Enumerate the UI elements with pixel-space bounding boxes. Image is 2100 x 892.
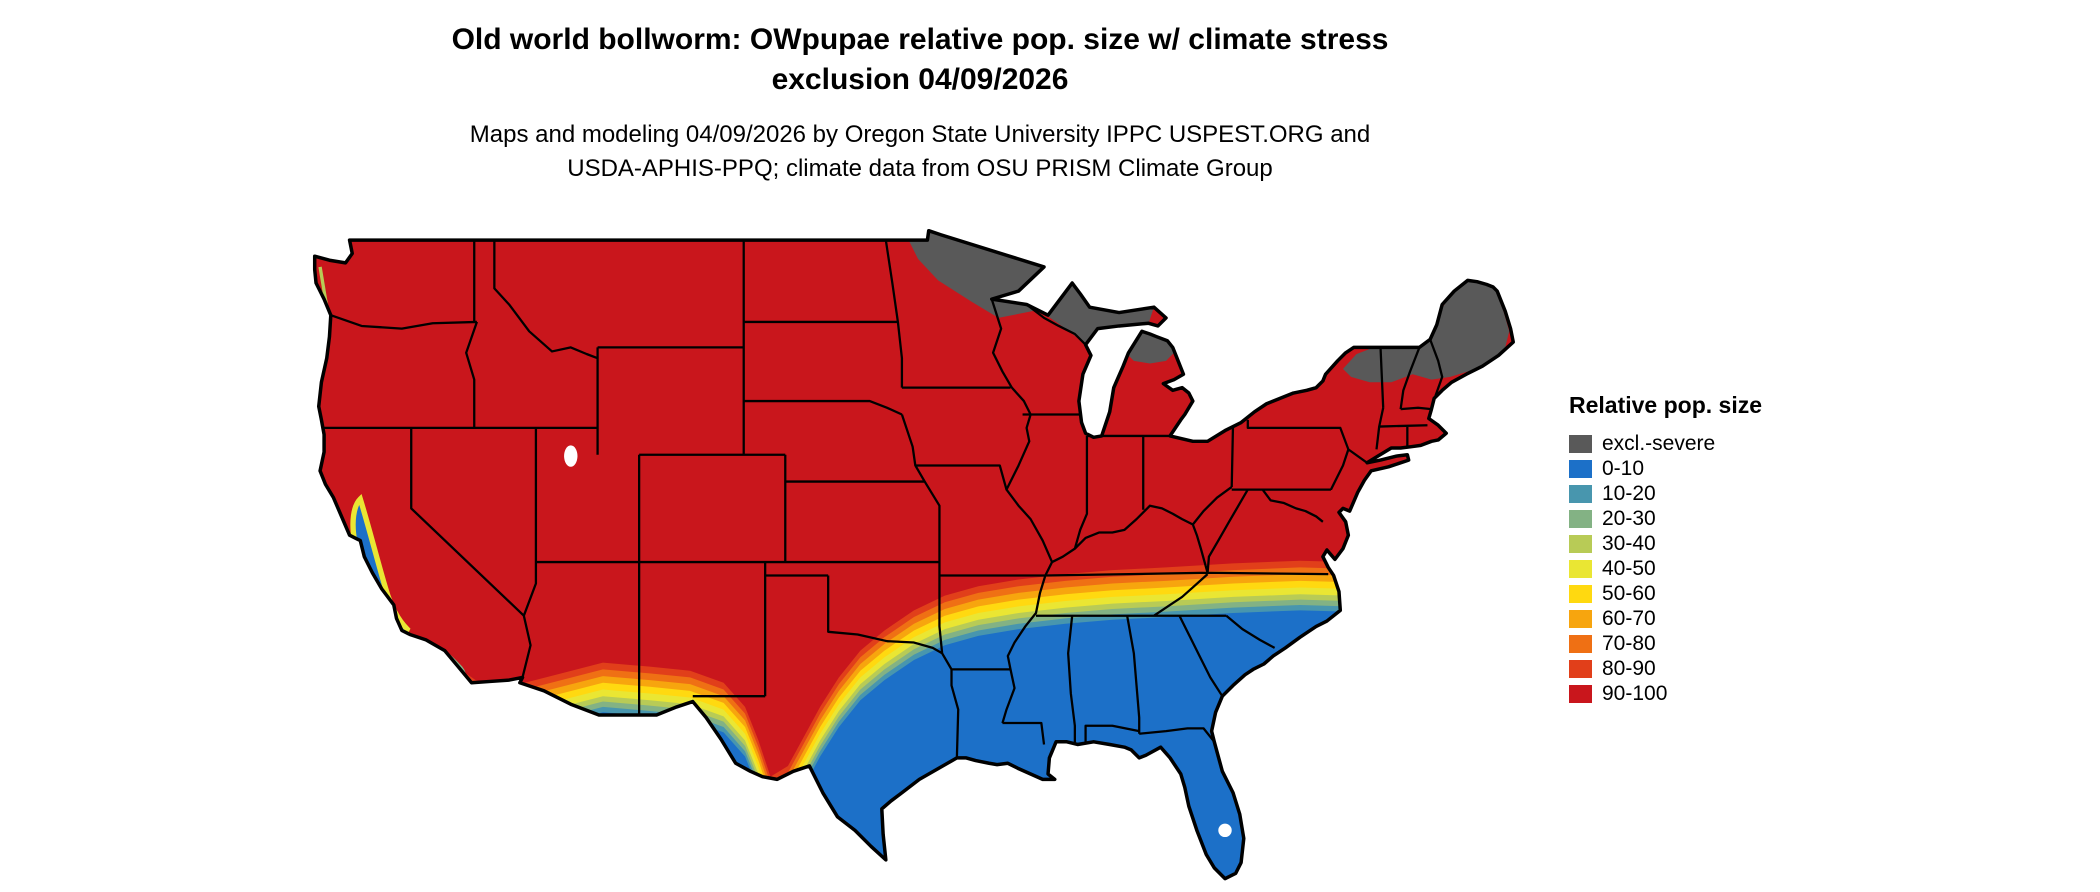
map-title: Old world bollworm: OWpupae relative pop… [0, 20, 1840, 99]
legend-swatch [1569, 534, 1592, 553]
legend-item-label: 20-30 [1602, 506, 1656, 530]
legend-items: excl.-severe 0-10 10-20 20-30 30-40 40-50 50-6… [1569, 431, 1829, 706]
legend-swatch [1569, 484, 1592, 503]
legend-swatch [1569, 434, 1592, 453]
legend-item-label: 10-20 [1602, 481, 1656, 505]
legend-item-label: 90-100 [1602, 681, 1668, 705]
legend-item: 40-50 [1569, 556, 1829, 581]
map-title-line1: Old world bollworm: OWpupae relative pop… [451, 23, 1389, 56]
map-subtitle-line1: Maps and modeling 04/09/2026 by Oregon S… [469, 121, 1371, 148]
legend-item-label: 30-40 [1602, 531, 1656, 555]
legend-swatch [1569, 659, 1592, 678]
legend: Relative pop. size excl.-severe 0-10 10-20… [1569, 392, 1829, 706]
legend-item: 70-80 [1569, 631, 1829, 656]
legend-item-label: 40-50 [1602, 556, 1656, 580]
us-map [312, 228, 1515, 881]
legend-item: 30-40 [1569, 531, 1829, 556]
map-title-line2: exclusion 04/09/2026 [771, 62, 1069, 96]
legend-item: 60-70 [1569, 606, 1829, 631]
legend-item-label: 70-80 [1602, 631, 1656, 655]
legend-item-label: 80-90 [1602, 656, 1656, 680]
legend-title: Relative pop. size [1569, 392, 1763, 418]
legend-item-label: 50-60 [1602, 581, 1656, 605]
us-outline [312, 228, 1515, 881]
legend-item-label: excl.-severe [1602, 431, 1716, 455]
legend-swatch [1569, 559, 1592, 578]
legend-swatch [1569, 459, 1592, 478]
legend-item: 80-90 [1569, 656, 1829, 681]
great-salt-lake [564, 445, 578, 467]
map-subtitle-line2: USDA-APHIS-PPQ; climate data from OSU PR… [567, 155, 1273, 183]
legend-item: excl.-severe [1569, 431, 1829, 456]
us-map-container [308, 224, 1528, 884]
map-base-region-90-100 [314, 230, 1514, 879]
state-borders [320, 239, 1444, 758]
legend-swatch [1569, 684, 1592, 703]
map-subtitle: Maps and modeling 04/09/2026 by Oregon S… [0, 118, 1840, 186]
legend-swatch [1569, 634, 1592, 653]
lake-okeechobee [1218, 823, 1232, 838]
legend-item: 10-20 [1569, 481, 1829, 506]
legend-swatch [1569, 584, 1592, 603]
legend-item: 90-100 [1569, 681, 1829, 706]
map-region-excl-northeast [1342, 281, 1510, 383]
legend-swatch [1569, 509, 1592, 528]
legend-item: 50-60 [1569, 581, 1829, 606]
legend-item: 0-10 [1569, 456, 1829, 481]
legend-item-label: 60-70 [1602, 606, 1656, 630]
legend-item: 20-30 [1569, 506, 1829, 531]
legend-item-label: 0-10 [1602, 456, 1645, 480]
legend-swatch [1569, 609, 1592, 628]
